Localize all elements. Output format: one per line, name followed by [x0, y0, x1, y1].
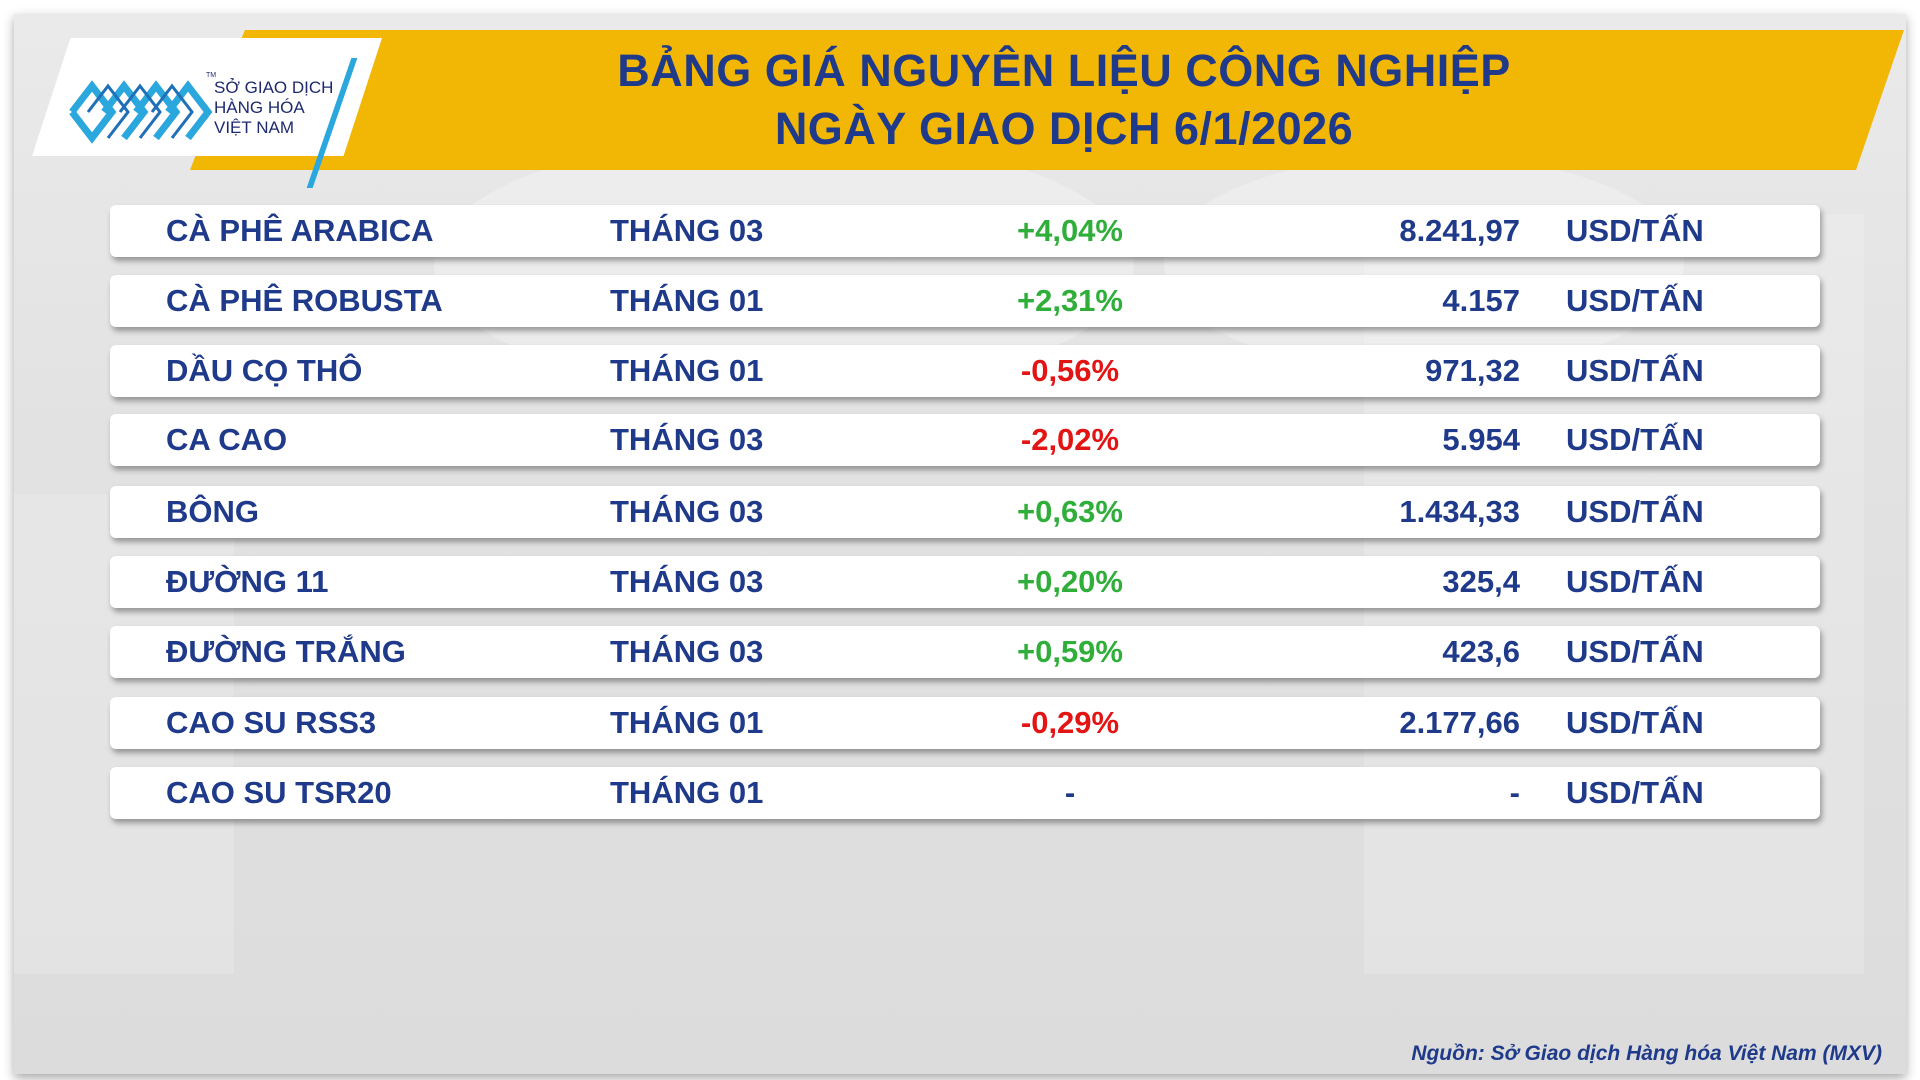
slide-frame: BẢNG GIÁ NGUYÊN LIỆU CÔNG NGHIỆP NGÀY GI… [14, 14, 1906, 1074]
contract-month: THÁNG 01 [610, 283, 764, 318]
table-row: ĐƯỜNG TRẮNG THÁNG 03 +0,59% 423,6 USD/TẤN [110, 626, 1820, 678]
price-change: +0,63% [1016, 494, 1123, 529]
contract-month: THÁNG 01 [610, 705, 764, 740]
commodity-name: BÔNG [166, 494, 259, 529]
table-row: CAO SU RSS3 THÁNG 01 -0,29% 2.177,66 USD/TẤN [110, 697, 1820, 749]
commodity-name: CAO SU RSS3 [166, 705, 377, 740]
price-unit: USD/TẤN [1566, 634, 1704, 669]
price-unit: USD/TẤN [1566, 494, 1704, 529]
contract-month: THÁNG 03 [610, 634, 764, 669]
title-line-2: NGÀY GIAO DỊCH 6/1/2026 [774, 103, 1354, 154]
source-note: Nguồn: Sở Giao dịch Hàng hóa Việt Nam (M… [1411, 1042, 1882, 1065]
title-line-1: BẢNG GIÁ NGUYÊN LIỆU CÔNG NGHIỆP [617, 45, 1511, 96]
commodity-name: ĐƯỜNG 11 [166, 564, 329, 599]
logo-line-2: HÀNG HÓA [214, 98, 305, 117]
contract-month: THÁNG 03 [610, 422, 764, 457]
price-unit: USD/TẤN [1566, 213, 1704, 248]
commodity-name: CÀ PHÊ ARABICA [166, 213, 434, 248]
price-value: 423,6 [1442, 634, 1520, 669]
price-value: 2.177,66 [1399, 705, 1520, 740]
table-row: CAO SU TSR20 THÁNG 01 - - USD/TẤN [110, 767, 1820, 819]
price-change: -2,02% [1020, 422, 1120, 457]
contract-month: THÁNG 01 [610, 775, 764, 810]
price-value: 4.157 [1442, 283, 1520, 318]
background-decoration [1164, 154, 1684, 374]
price-change: -0,56% [1020, 353, 1120, 388]
price-unit: USD/TẤN [1566, 353, 1704, 388]
price-change: - [1064, 775, 1076, 810]
price-value: 1.434,33 [1399, 494, 1520, 529]
price-value: - [1509, 775, 1520, 810]
price-change: +2,31% [1016, 283, 1123, 318]
price-value: 5.954 [1442, 422, 1520, 457]
page-title: BẢNG GIÁ NGUYÊN LIỆU CÔNG NGHIỆP NGÀY GI… [414, 42, 1714, 158]
table-row: CÀ PHÊ ROBUSTA THÁNG 01 +2,31% 4.157 USD/TẤN [110, 275, 1820, 327]
price-change: +0,59% [1016, 634, 1123, 669]
table-row: CA CAO THÁNG 03 -2,02% 5.954 USD/TẤN [110, 414, 1820, 466]
commodity-name: CÀ PHÊ ROBUSTA [166, 283, 443, 318]
contract-month: THÁNG 01 [610, 353, 764, 388]
price-unit: USD/TẤN [1566, 283, 1704, 318]
trademark-mark: TM [206, 72, 217, 79]
price-unit: USD/TẤN [1566, 422, 1704, 457]
price-value: 971,32 [1425, 353, 1520, 388]
table-row: BÔNG THÁNG 03 +0,63% 1.434,33 USD/TẤN [110, 486, 1820, 538]
table-row: ĐƯỜNG 11 THÁNG 03 +0,20% 325,4 USD/TẤN [110, 556, 1820, 608]
logo-line-3: VIỆT NAM [214, 118, 294, 137]
price-change: +4,04% [1016, 213, 1123, 248]
logo-line-1: SỞ GIAO DỊCH [214, 78, 334, 97]
commodity-name: CAO SU TSR20 [166, 775, 392, 810]
price-change: +0,20% [1016, 564, 1123, 599]
commodity-name: CA CAO [166, 422, 288, 457]
title-banner [190, 30, 1904, 170]
table-row: DẦU CỌ THÔ THÁNG 01 -0,56% 971,32 USD/TẤN [110, 345, 1820, 397]
price-change: -0,29% [1020, 705, 1120, 740]
price-value: 325,4 [1442, 564, 1520, 599]
contract-month: THÁNG 03 [610, 494, 764, 529]
mxv-logo-icon [69, 80, 213, 144]
logo-text: SỞ GIAO DỊCH HÀNG HÓA VIỆT NAM [214, 78, 333, 138]
price-unit: USD/TẤN [1566, 564, 1704, 599]
price-unit: USD/TẤN [1566, 775, 1704, 810]
price-value: 8.241,97 [1399, 213, 1520, 248]
commodity-name: ĐƯỜNG TRẮNG [166, 634, 406, 669]
contract-month: THÁNG 03 [610, 213, 764, 248]
price-unit: USD/TẤN [1566, 705, 1704, 740]
contract-month: THÁNG 03 [610, 564, 764, 599]
commodity-name: DẦU CỌ THÔ [166, 353, 363, 388]
table-row: CÀ PHÊ ARABICA THÁNG 03 +4,04% 8.241,97 USD/… [110, 205, 1820, 257]
